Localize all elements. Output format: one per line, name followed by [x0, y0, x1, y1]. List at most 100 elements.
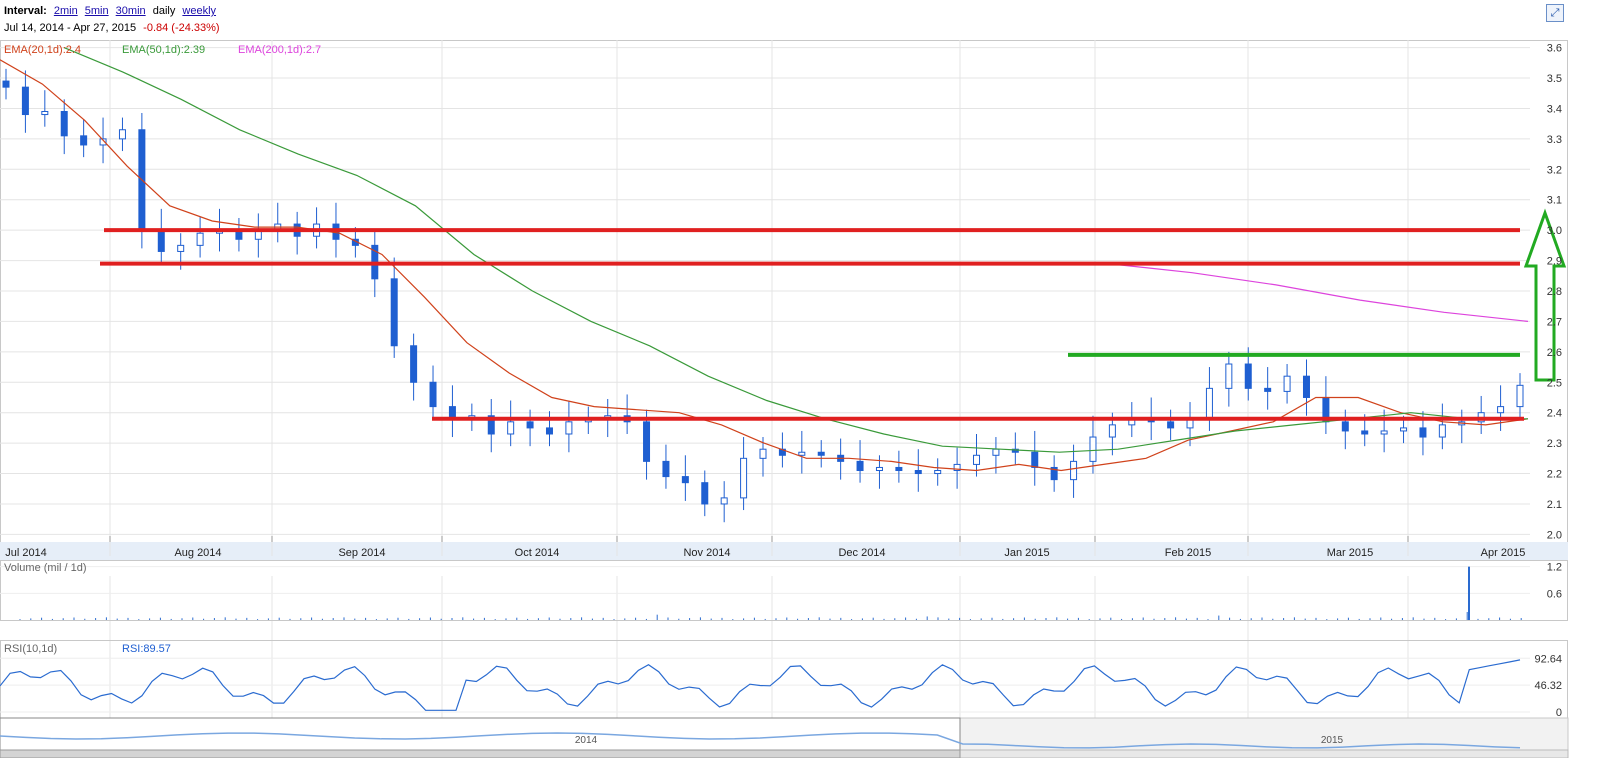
y-tick-label: 3.5	[1547, 73, 1562, 85]
candle-down	[526, 421, 534, 429]
x-tick-label: Apr 2015	[1481, 547, 1526, 559]
candle-down	[80, 135, 88, 146]
navigator-year-label: 2014	[575, 735, 598, 746]
candle-up	[1205, 387, 1213, 420]
candle-up	[118, 129, 126, 140]
rsi-label: RSI(10,1d)	[4, 643, 58, 655]
rsi-value: RSI:89.57	[122, 643, 171, 655]
interval-weekly-link[interactable]: weekly	[182, 5, 217, 17]
interval-2min-link[interactable]: 2min	[53, 5, 78, 17]
ema50-line	[63, 47, 1528, 453]
candle-up	[99, 138, 107, 146]
ema50-label: EMA(50,1d):2.39	[122, 44, 206, 56]
candle-down	[681, 476, 689, 484]
interval-bar: Interval: 2min 5min 30min daily weekly	[4, 5, 216, 17]
time-axis: Jul 2014 Aug 2014 Sep 2014 Oct 2014 Nov 2014…	[5, 536, 1525, 559]
candle-down	[60, 110, 68, 137]
candle-up	[565, 421, 573, 435]
ema20-label: EMA(20,1d):2.4	[4, 44, 82, 56]
interval-30min-link[interactable]: 30min	[115, 5, 146, 17]
candle-down	[1167, 421, 1175, 429]
ema200-label: EMA(200,1d):2.7	[238, 44, 322, 56]
candle-down	[21, 86, 29, 116]
candle-down	[895, 466, 903, 472]
candle-up	[41, 110, 49, 116]
navigator[interactable]: 2014 2015	[0, 717, 1569, 758]
candle-down	[487, 415, 495, 435]
y-tick-label: 2.1	[1547, 499, 1562, 511]
rsi-line	[0, 659, 1521, 711]
candle-down	[1264, 387, 1272, 392]
candle-up	[196, 232, 204, 246]
volume-label: Volume (mil / 1d)	[4, 562, 87, 574]
y-tick-label: 2.4	[1547, 408, 1562, 420]
candle-down	[1244, 363, 1252, 389]
y-tick-label: 2.7	[1547, 316, 1562, 328]
price-axis: 3.6 3.5 3.4 3.3 3.2 3.1 3.0 2.9 2.8 2.7 2.6 2.5 2.4 2…	[1547, 43, 1562, 542]
navigator-scroll-thumb	[0, 749, 961, 758]
candle-up	[507, 421, 515, 435]
x-tick-label: Feb 2015	[1165, 547, 1211, 559]
time-axis-band	[0, 542, 1568, 560]
candle-down	[157, 229, 165, 252]
y-tick-label: 3.6	[1547, 43, 1562, 55]
rsi-tick-label: 46.32	[1534, 680, 1562, 692]
candle-up	[1516, 384, 1524, 408]
candle-up	[720, 497, 728, 505]
candle-down	[701, 482, 709, 505]
candle-up	[992, 448, 1000, 456]
ema20-line	[0, 59, 1529, 472]
y-tick-label: 3.3	[1547, 134, 1562, 146]
candle-down	[1302, 375, 1310, 398]
candle-up	[1497, 406, 1505, 414]
date-range: Jul 14, 2014 - Apr 27, 2015	[4, 22, 137, 34]
price-panel-frame	[0, 40, 1568, 561]
candle-up	[973, 454, 981, 465]
ema-lines	[0, 47, 1529, 472]
interval-5min-link[interactable]: 5min	[84, 5, 109, 17]
y-tick-label: 3.4	[1547, 103, 1562, 115]
rsi-frame	[0, 640, 1568, 719]
candle-down	[1031, 451, 1039, 468]
y-tick-label: 2.0	[1547, 529, 1562, 541]
candle-down	[1361, 430, 1369, 435]
volume-panel: 1.2 0.6	[0, 560, 1568, 621]
y-tick-label: 2.3	[1547, 438, 1562, 450]
x-tick-label: Jan 2015	[1004, 547, 1049, 559]
candle-up	[1089, 436, 1097, 462]
y-tick-label: 2.2	[1547, 469, 1562, 481]
candle-down	[914, 470, 922, 475]
volume-frame	[0, 560, 1568, 621]
y-tick-label: 3.0	[1547, 225, 1562, 237]
candle-down	[1011, 448, 1019, 453]
rsi-panel: 92.64 46.32 0	[0, 640, 1568, 719]
expand-icon[interactable]: ⤢	[1546, 4, 1564, 22]
candle-up	[1380, 430, 1388, 435]
y-tick-label: 2.6	[1547, 347, 1562, 359]
rsi-tick-label: 0	[1556, 707, 1562, 719]
candle-up	[1225, 363, 1233, 389]
candle-up	[875, 466, 883, 472]
up-arrow-icon	[1523, 208, 1567, 382]
volume-tick-label: 1.2	[1547, 562, 1562, 574]
x-tick-label: Dec 2014	[838, 547, 885, 559]
candle-up	[759, 448, 767, 459]
gridlines	[0, 40, 1568, 718]
x-tick-label: Nov 2014	[683, 547, 730, 559]
range-bar: Jul 14, 2014 - Apr 27, 2015 -0.84 (-24.3…	[4, 22, 220, 34]
candle-down	[545, 427, 553, 435]
interval-label: Interval:	[4, 5, 47, 17]
ema200-line	[1107, 263, 1529, 322]
price-change: -0.84 (-24.33%)	[143, 22, 220, 34]
trend-annotations	[100, 208, 1567, 421]
x-tick-label: Jul 2014	[5, 547, 47, 559]
y-tick-label: 2.9	[1547, 256, 1562, 268]
candle-up	[177, 244, 185, 252]
candle-down	[643, 421, 651, 462]
candle-up	[953, 463, 961, 472]
candle-down	[856, 460, 864, 472]
candle-up	[740, 457, 748, 499]
x-tick-label: Mar 2015	[1327, 547, 1373, 559]
y-tick-label: 2.8	[1547, 286, 1562, 298]
